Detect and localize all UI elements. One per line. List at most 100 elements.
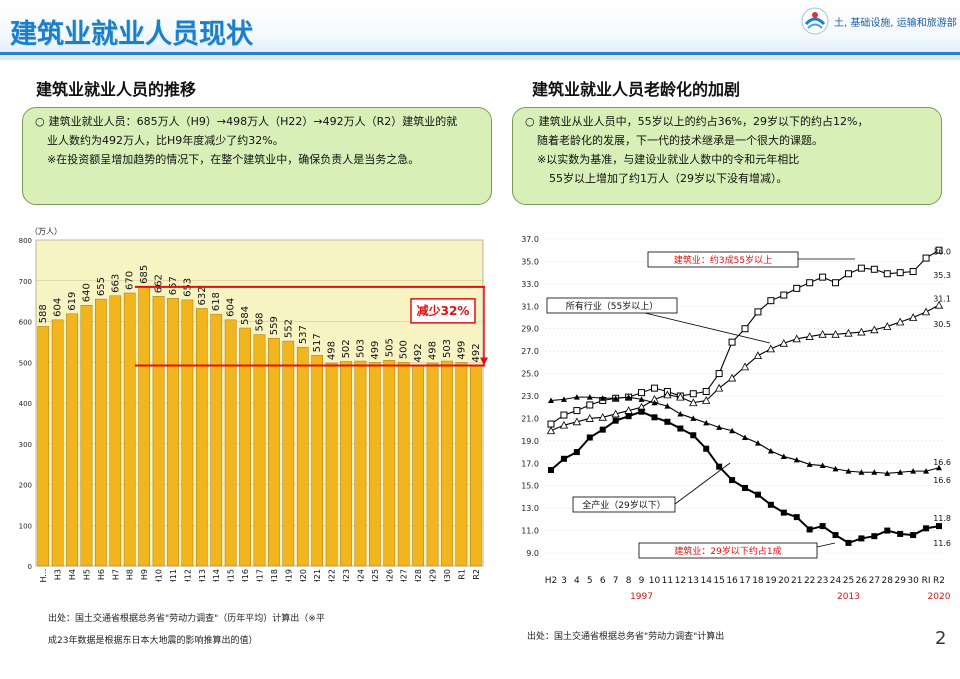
line-callout-leader: [644, 312, 771, 344]
line-x-tick: 24: [830, 576, 842, 586]
line-x-tick: 27: [869, 576, 880, 586]
line-point: [573, 449, 580, 456]
bar-value-label: 503: [355, 339, 366, 358]
page-number: 2: [935, 628, 947, 649]
line-point: [611, 409, 620, 418]
bar: [369, 362, 381, 567]
left-source-line1: 出处：国土交通省根据总务省"劳动力调查"（历年平均）计算出（※平: [48, 614, 325, 624]
bar-y-tick: 600: [19, 319, 32, 327]
line-y-tick: 11.0: [521, 527, 539, 536]
line-point: [806, 279, 814, 287]
line-point: [910, 532, 917, 539]
line-point: [572, 417, 582, 426]
line-point: [909, 268, 917, 276]
bar: [195, 308, 208, 567]
bar-category-label: H20: [299, 569, 308, 582]
line-point: [651, 399, 658, 406]
bar: [412, 365, 424, 567]
line-x-tick: 20: [778, 576, 790, 586]
line-value-label: 16.6: [933, 476, 951, 485]
line-point: [896, 269, 904, 277]
line-point: [857, 327, 866, 336]
line-point: [560, 455, 567, 462]
line-point: [729, 427, 736, 434]
ministry-logo-icon: [801, 7, 829, 35]
line-x-tick: 19: [765, 576, 777, 586]
line-point: [870, 265, 878, 273]
line-point: [831, 329, 840, 338]
bar-value-label: 498: [428, 341, 439, 360]
bar-category-label: H22: [328, 569, 337, 582]
line-point: [897, 469, 904, 475]
line-series-name: 建筑业：29岁以下约占1成: [674, 545, 781, 557]
bar-y-tick: 300: [19, 441, 32, 449]
line-point: [780, 509, 787, 516]
line-point: [625, 394, 632, 400]
line-point: [806, 526, 813, 533]
line-point: [689, 398, 698, 407]
line-value-label: 16.6: [933, 458, 951, 467]
line-point: [728, 338, 736, 346]
bar-value-label: 663: [110, 274, 121, 293]
bar-category-label: H...: [39, 569, 48, 582]
line-point: [651, 414, 658, 421]
line-series-3: [550, 410, 940, 545]
line-point: [676, 392, 685, 401]
bar-value-label: 568: [255, 312, 266, 331]
bar-value-label: 498: [327, 341, 338, 360]
line-callout-box: [638, 542, 818, 559]
line-point: [703, 419, 710, 426]
bar-category-label: H18: [270, 569, 279, 582]
line-point: [612, 417, 619, 424]
bar: [167, 298, 179, 567]
line-y-tick: 21.0: [521, 414, 539, 423]
line-point: [908, 313, 918, 321]
line-callout-box: [572, 496, 676, 513]
line-value-label: 11.8: [933, 514, 951, 523]
line-callout-box: [546, 297, 678, 314]
bar-value-label: 537: [298, 325, 309, 344]
bar: [268, 338, 280, 567]
line-point: [936, 464, 942, 471]
line-point: [884, 470, 891, 476]
bullet-icon: ○: [35, 115, 45, 128]
line-x-tick: 3: [561, 576, 567, 586]
bar-y-tick: 500: [19, 359, 32, 367]
line-point: [819, 273, 827, 281]
bar-value-label: 517: [312, 333, 323, 352]
bar: [123, 292, 136, 567]
bar-y-tick: 0: [28, 563, 32, 571]
line-point: [780, 291, 788, 299]
line-x-tick: RI: [922, 576, 931, 586]
line-era-label: 2013: [837, 592, 860, 602]
line-callout-box: [647, 251, 799, 268]
line-point: [858, 535, 865, 542]
line-x-tick: 13: [688, 576, 699, 586]
line-point: [599, 395, 606, 401]
line-point: [897, 530, 904, 537]
line-point: [716, 463, 723, 470]
line-y-tick: 29.0: [521, 325, 539, 334]
bar: [469, 365, 482, 567]
line-point: [664, 418, 671, 425]
bar: [325, 362, 338, 567]
bar-value-label: 632: [197, 286, 208, 305]
bar: [340, 361, 352, 567]
bar-category-label: H10: [155, 569, 164, 582]
bar-category-label: H24: [356, 569, 365, 582]
left-source-line2: 成23年数据是根据东日本大地震的影响推算出的值）: [48, 636, 258, 646]
line-point: [727, 373, 737, 382]
bar-value-label: 552: [283, 319, 294, 338]
line-point: [573, 407, 581, 415]
line-series-name: 所有行业（55岁以上）: [566, 300, 658, 312]
line-callout-leader: [674, 462, 731, 505]
line-x-tick: H2: [545, 576, 558, 586]
line-point: [805, 332, 814, 340]
left-box-line3: ※在投资额呈增加趋势的情况下，在整个建筑业中，确保负责人是当务之急。: [47, 153, 420, 166]
line-point: [638, 408, 645, 415]
right-box-line2: 随着老龄化的发展，下一代的技术继承是一个很大的课题。: [537, 134, 823, 147]
line-point: [818, 329, 827, 338]
line-point: [935, 246, 943, 254]
bar-category-label: H19: [284, 569, 293, 582]
